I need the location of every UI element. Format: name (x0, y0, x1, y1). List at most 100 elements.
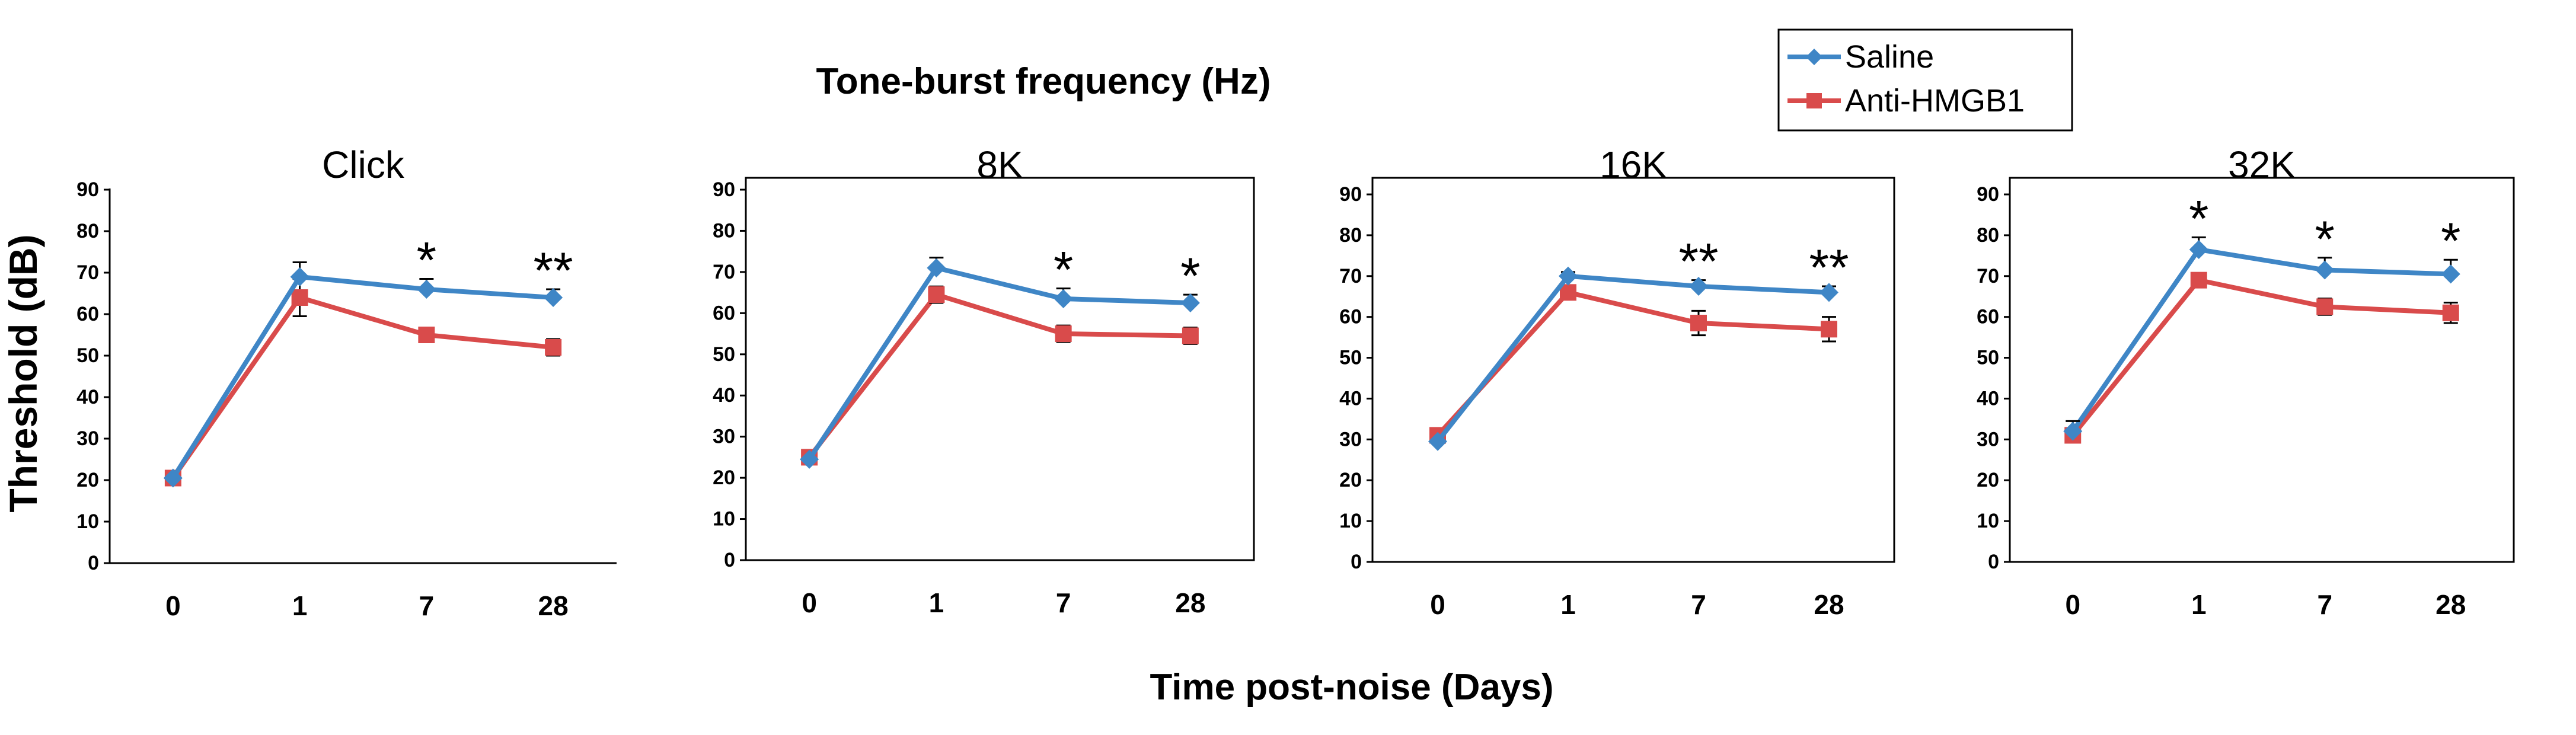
data-point-anti-hmgb1 (418, 327, 435, 343)
data-point-anti-hmgb1 (545, 339, 562, 356)
y-tick-label: 90 (1977, 183, 1999, 206)
y-tick-label: 30 (1339, 428, 1362, 450)
data-point-saline (1820, 283, 1838, 302)
series-line-anti-hmgb1 (807, 292, 1190, 459)
series-line-saline (2070, 247, 2451, 433)
y-tick-label: 90 (713, 178, 735, 201)
y-tick-label: 70 (713, 261, 735, 283)
y-tick-label: 30 (713, 426, 735, 448)
series-line-anti-hmgb1 (171, 295, 554, 480)
data-point-anti-hmgb1 (2190, 271, 2207, 289)
legend-box (1777, 28, 2073, 132)
y-tick-label: 20 (1339, 469, 1362, 491)
header-label: Tone-burst frequency (Hz) (816, 61, 1271, 102)
data-point-anti-hmgb1 (1182, 327, 1199, 344)
y-tick-label: 50 (713, 343, 735, 366)
data-point-saline (1428, 432, 1447, 451)
panel-title: Click (322, 143, 405, 186)
y-axis-label: Threshold (dB) (1, 234, 45, 512)
y-tick-label: 80 (76, 220, 99, 242)
y-tick-label: 60 (76, 303, 99, 325)
data-point-anti-hmgb1 (1690, 315, 1707, 331)
x-tick-label: 0 (2065, 589, 2080, 620)
y-tick-label: 20 (76, 469, 99, 491)
x-axis-label: Time post-noise (Days) (1150, 667, 1553, 708)
x-tick-label: 1 (292, 590, 308, 621)
x-tick-label: 7 (1056, 587, 1071, 618)
series-line-anti-hmgb1 (2071, 277, 2451, 437)
y-tick-label: 30 (1977, 428, 1999, 450)
y-tick-label: 50 (1977, 347, 1999, 369)
series-line-saline (807, 265, 1191, 461)
y-tick-label: 80 (713, 219, 735, 242)
x-tick-label: 28 (1175, 587, 1205, 618)
y-tick-label: 70 (1339, 265, 1362, 287)
data-point-saline (2441, 264, 2460, 284)
significance-marker: * (1054, 242, 1073, 299)
data-point-saline (544, 288, 563, 307)
y-tick-label: 70 (1977, 265, 1999, 287)
data-point-saline (290, 267, 309, 286)
y-tick-label: 70 (76, 261, 99, 284)
x-tick-label: 28 (1814, 589, 1844, 620)
significance-marker: ** (534, 242, 573, 299)
data-point-saline (2063, 421, 2083, 441)
y-tick-label: 90 (1339, 183, 1362, 206)
panel-title: 8K (976, 143, 1023, 186)
significance-marker: ** (1679, 234, 1719, 290)
significance-marker: * (2315, 211, 2335, 268)
y-tick-label: 50 (1339, 347, 1362, 369)
x-tick-label: 1 (929, 587, 944, 618)
x-tick-label: 1 (1560, 589, 1576, 620)
panel-title: 16K (1600, 143, 1667, 186)
y-tick-label: 40 (1339, 387, 1362, 410)
significance-marker: * (417, 232, 436, 289)
data-point-anti-hmgb1 (928, 286, 945, 303)
x-tick-label: 1 (2191, 589, 2207, 620)
data-point-anti-hmgb1 (1055, 325, 1072, 343)
y-tick-label: 80 (1977, 224, 1999, 247)
chart-panel-3: 0 10 20 30 40 50 60 70 80 90 0 1 7 28 16K ** ** (1339, 143, 1895, 620)
data-point-saline (2315, 260, 2335, 280)
data-point-saline (417, 280, 436, 299)
y-tick-label: 60 (1977, 306, 1999, 328)
significance-marker: * (2441, 213, 2460, 270)
significance-marker: * (2189, 190, 2208, 247)
significance-marker: * (1180, 248, 1200, 305)
data-point-anti-hmgb1 (291, 289, 308, 306)
panel-frame (2009, 177, 2515, 563)
y-tick-label: 40 (713, 384, 735, 407)
series-line-saline (1435, 273, 1830, 443)
data-point-saline (1054, 289, 1073, 309)
legend: Saline Anti-HMGB1 (1777, 28, 2073, 132)
legend-saline-label: Saline (1845, 39, 1934, 75)
y-tick-label: 0 (1988, 551, 1999, 573)
y-tick-label: 90 (76, 178, 99, 201)
y-tick-label: 10 (1977, 510, 1999, 532)
x-tick-label: 7 (1691, 589, 1706, 620)
y-tick-label: 10 (76, 510, 99, 533)
x-tick-label: 0 (1430, 589, 1445, 620)
y-tick-label: 30 (76, 427, 99, 450)
data-point-saline (2189, 240, 2208, 259)
y-tick-label: 0 (88, 552, 99, 574)
data-point-saline (927, 258, 946, 277)
x-tick-label: 28 (538, 590, 569, 621)
x-tick-label: 0 (165, 590, 181, 621)
chart-panel-2: 0 10 20 30 40 50 60 70 80 90 0 1 7 28 8K * * (713, 143, 1255, 618)
panel-title: 32K (2228, 143, 2296, 186)
data-point-anti-hmgb1 (1821, 321, 1837, 338)
chart-panel-4: 0 10 20 30 40 50 60 70 80 90 0 1 7 28 32K * * * (1977, 143, 2515, 620)
x-tick-label: 7 (2317, 589, 2332, 620)
data-point-anti-hmgb1 (2316, 298, 2334, 315)
series-line-anti-hmgb1 (1436, 290, 1830, 437)
x-tick-label: 7 (419, 590, 435, 621)
data-point-saline (1559, 266, 1578, 286)
series-line-saline (171, 274, 554, 480)
data-point-saline (1689, 277, 1708, 296)
x-tick-label: 0 (802, 587, 817, 618)
significance-marker: ** (1809, 239, 1849, 296)
data-point-saline (1180, 293, 1200, 312)
data-point-saline (163, 468, 183, 488)
